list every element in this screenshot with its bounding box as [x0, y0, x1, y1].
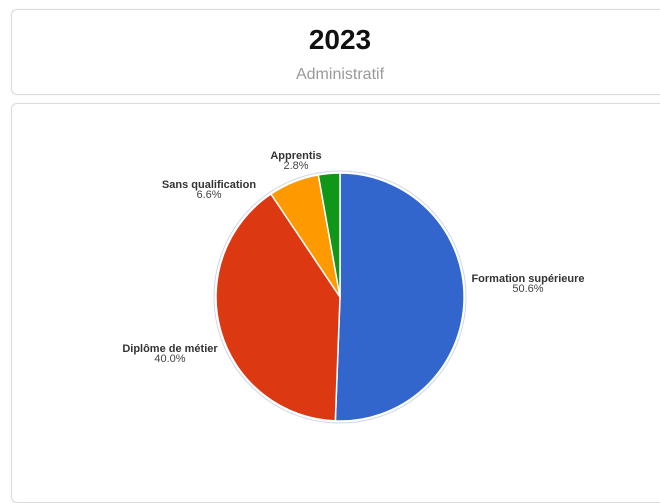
pie-slice-formation-superieure[interactable]: [334, 172, 465, 422]
header-card: 2023 Administratif: [11, 9, 660, 95]
pie-slice-apprentis[interactable]: [317, 172, 341, 298]
slice-label-sans-qualification: Sans qualification: [162, 179, 256, 191]
slice-value-apprentis: 2.8%: [283, 160, 308, 172]
pie-slices: [215, 172, 465, 422]
year-title: 2023: [308, 24, 372, 55]
slice-label-diplome-de-metier: Diplôme de métier: [122, 343, 218, 355]
slice-value-diplome-de-metier: 40.0%: [154, 353, 185, 365]
pie-slice-diplome-de-metier[interactable]: [215, 192, 341, 422]
pie-outline: [213, 170, 467, 424]
slice-label-apprentis: Apprentis: [270, 150, 321, 162]
category-subtitle: Administratif: [295, 66, 385, 83]
slice-label-formation-superieure: Formation supérieure: [471, 273, 584, 285]
slice-value-formation-superieure: 50.6%: [512, 283, 543, 295]
slice-value-sans-qualification: 6.6%: [196, 189, 221, 201]
